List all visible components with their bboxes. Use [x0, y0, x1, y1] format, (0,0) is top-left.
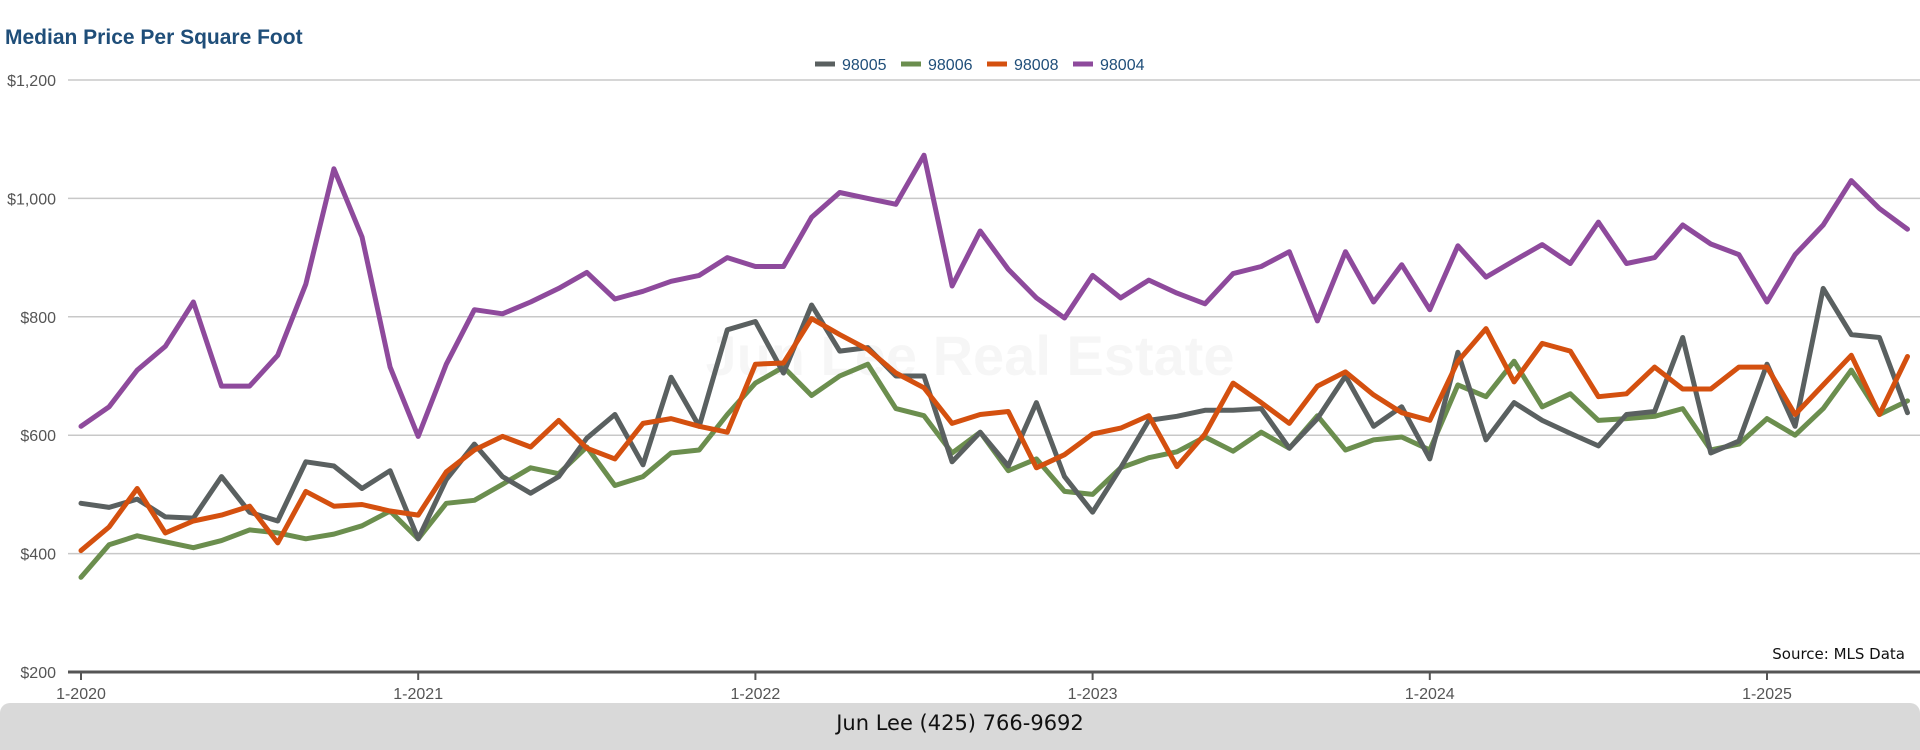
watermark-text: Jun Lee Real Estate [705, 324, 1234, 387]
series-line-98005 [78, 285, 1910, 542]
y-tick-label: $1,000 [7, 191, 56, 208]
x-tick-label: 1-2020 [56, 686, 106, 703]
y-tick-label: $200 [20, 665, 56, 682]
footer-bar: Jun Lee (425) 766-9692 [0, 703, 1920, 750]
y-tick-label: $400 [20, 547, 56, 564]
legend-label-98004: 98004 [1100, 57, 1145, 74]
legend-label-98008: 98008 [1014, 57, 1059, 74]
x-tick-label: 1-2025 [1742, 686, 1792, 703]
x-tick-label: 1-2021 [393, 686, 443, 703]
x-tick-label: 1-2024 [1405, 686, 1455, 703]
x-tick-label: 1-2023 [1068, 686, 1118, 703]
series-line-98008 [78, 316, 1910, 554]
y-tick-label: $600 [20, 428, 56, 445]
x-axis: 1-2020 1-2021 1-2022 1-2023 1-2024 1-2025 [56, 670, 1920, 703]
legend-label-98006: 98006 [928, 57, 973, 74]
y-tick-label: $800 [20, 310, 56, 327]
series-line-98004 [78, 152, 1910, 439]
legend: 98005 98006 98008 98004 [815, 57, 1145, 74]
y-tick-label: $1,200 [7, 73, 56, 90]
legend-label-98005: 98005 [842, 57, 887, 74]
line-chart: Jun Lee Real Estate $200 $400 $600 $800 $1,0… [7, 57, 1920, 703]
series-lines [78, 152, 1910, 580]
x-tick-label: 1-2022 [730, 686, 780, 703]
y-axis-ticks: $200 $400 $600 $800 $1,000 $1,200 [7, 73, 56, 682]
chart-title: Median Price Per Square Foot [5, 26, 303, 49]
grid-lines [68, 79, 1920, 555]
source-note: Source: MLS Data [1772, 645, 1905, 663]
series-line-98006 [78, 358, 1910, 580]
